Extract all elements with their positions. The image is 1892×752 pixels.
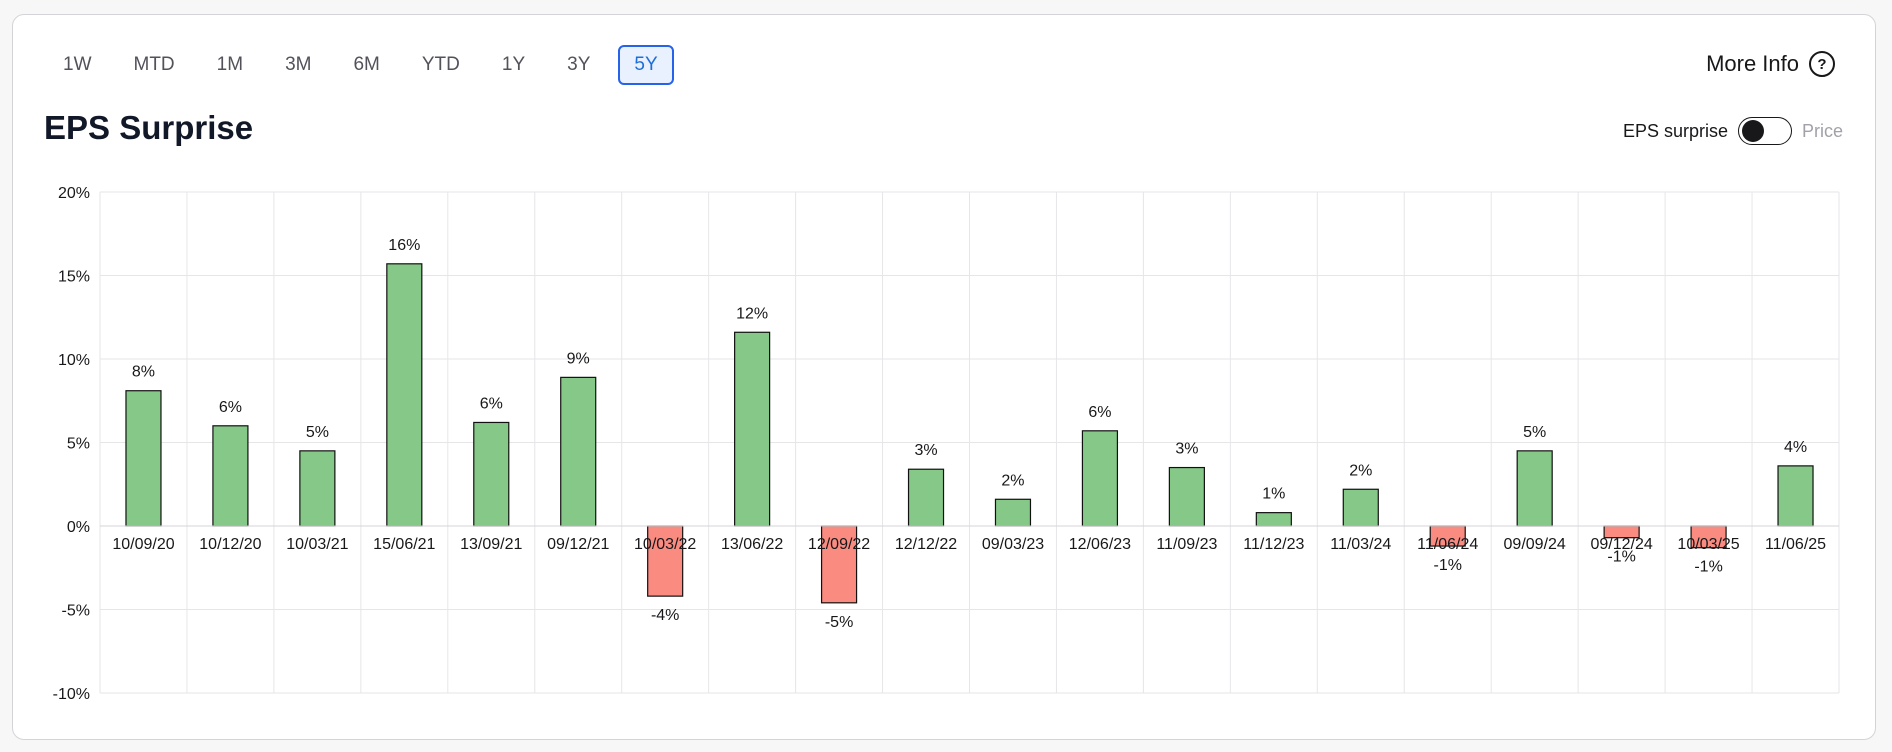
range-button-5y[interactable]: 5Y (618, 45, 674, 85)
data-label: 6% (1088, 404, 1111, 421)
bar (212, 425, 249, 527)
data-label: 5% (306, 424, 329, 441)
x-tick-label: 13/09/21 (460, 536, 522, 553)
data-label: -5% (825, 614, 853, 631)
range-button-mtd[interactable]: MTD (120, 45, 189, 85)
x-tick-label: 11/06/25 (1765, 536, 1826, 553)
x-tick-label: 11/03/24 (1330, 536, 1391, 553)
range-button-1y[interactable]: 1Y (488, 45, 539, 85)
bar (1081, 430, 1119, 527)
bar (1777, 465, 1814, 527)
range-button-1w[interactable]: 1W (49, 45, 106, 85)
bar (734, 331, 771, 527)
data-label: 3% (1175, 441, 1198, 458)
y-tick-label: -5% (62, 603, 90, 620)
x-tick-label: 13/06/22 (721, 536, 783, 553)
data-label: 16% (388, 237, 420, 254)
data-label: 4% (1784, 439, 1807, 456)
range-selector: 1W MTD 1M 3M 6M YTD 1Y 3Y 5Y (49, 45, 688, 85)
x-tick-label: 12/06/23 (1069, 536, 1131, 553)
x-tick-label: 09/12/21 (547, 536, 609, 553)
bar (386, 263, 423, 527)
x-tick-label: 10/09/20 (112, 536, 174, 553)
help-circle-icon: ? (1809, 51, 1835, 77)
bar (299, 450, 336, 527)
x-tick-label: 10/12/20 (199, 536, 261, 553)
y-tick-label: 0% (67, 519, 90, 536)
more-info-link[interactable]: More Info ? (1706, 51, 1835, 77)
y-tick-label: -10% (53, 686, 90, 703)
data-label: -1% (1433, 557, 1461, 574)
data-label: 12% (736, 305, 768, 322)
more-info-label: More Info (1706, 51, 1799, 76)
toggle-label-price[interactable]: Price (1801, 120, 1843, 141)
x-tick-label: 09/03/23 (982, 536, 1044, 553)
toggle-knob (1741, 120, 1764, 142)
bar (1168, 466, 1205, 527)
data-label: 5% (1523, 424, 1546, 441)
data-label: 2% (1349, 462, 1372, 479)
bar (560, 376, 597, 527)
data-label: -1% (1607, 549, 1635, 566)
bar (994, 498, 1032, 527)
bar (1342, 488, 1379, 527)
bar (473, 421, 510, 527)
data-label: -4% (651, 607, 679, 624)
x-tick-label: 09/12/24 (1590, 536, 1652, 553)
x-tick-label: 11/06/24 (1417, 536, 1478, 553)
chart-title: EPS Surprise (44, 109, 254, 146)
bar (125, 390, 162, 527)
range-button-1m[interactable]: 1M (203, 45, 257, 85)
data-label: 1% (1262, 486, 1285, 503)
eps-surprise-chart: 20% 15% 10% 5% 0% -5% -10% 10/09/20 8% 10/12/20 6%… (53, 185, 1840, 703)
x-tick-label: 12/09/22 (808, 536, 870, 553)
y-tick-label: 20% (58, 185, 90, 202)
y-tick-label: 10% (58, 352, 90, 369)
toggle-switch[interactable] (1737, 117, 1792, 145)
y-tick-label: 15% (58, 269, 90, 286)
range-button-3m[interactable]: 3M (271, 45, 325, 85)
toggle-label-eps[interactable]: EPS surprise (1622, 120, 1728, 141)
range-button-ytd[interactable]: YTD (408, 45, 474, 85)
x-tick-label: 10/03/22 (634, 536, 696, 553)
y-tick-label: 5% (67, 436, 90, 453)
data-label: 2% (1001, 472, 1024, 489)
x-tick-label: 11/12/23 (1243, 536, 1304, 553)
x-tick-label: 15/06/21 (373, 536, 435, 553)
data-label: -1% (1694, 559, 1722, 576)
x-tick-label: 09/09/24 (1504, 536, 1566, 553)
x-tick-label: 11/09/23 (1156, 536, 1217, 553)
eps-card: 1W MTD 1M 3M 6M YTD 1Y 3Y 5Y More Info ? EPS Sur… (12, 14, 1876, 740)
data-label: 3% (914, 442, 937, 459)
data-label: 6% (219, 399, 242, 416)
range-button-3y[interactable]: 3Y (553, 45, 604, 85)
bar (1516, 450, 1553, 527)
data-label: 8% (132, 364, 155, 381)
bar (907, 468, 945, 527)
data-label: 6% (480, 395, 503, 412)
data-label: 9% (567, 350, 590, 367)
range-button-6m[interactable]: 6M (339, 45, 393, 85)
x-tick-label: 10/03/25 (1677, 536, 1739, 553)
x-tick-label: 12/12/22 (895, 536, 957, 553)
x-tick-label: 10/03/21 (286, 536, 348, 553)
view-toggle: EPS surprise Price (1623, 117, 1843, 145)
bar (1255, 512, 1292, 527)
